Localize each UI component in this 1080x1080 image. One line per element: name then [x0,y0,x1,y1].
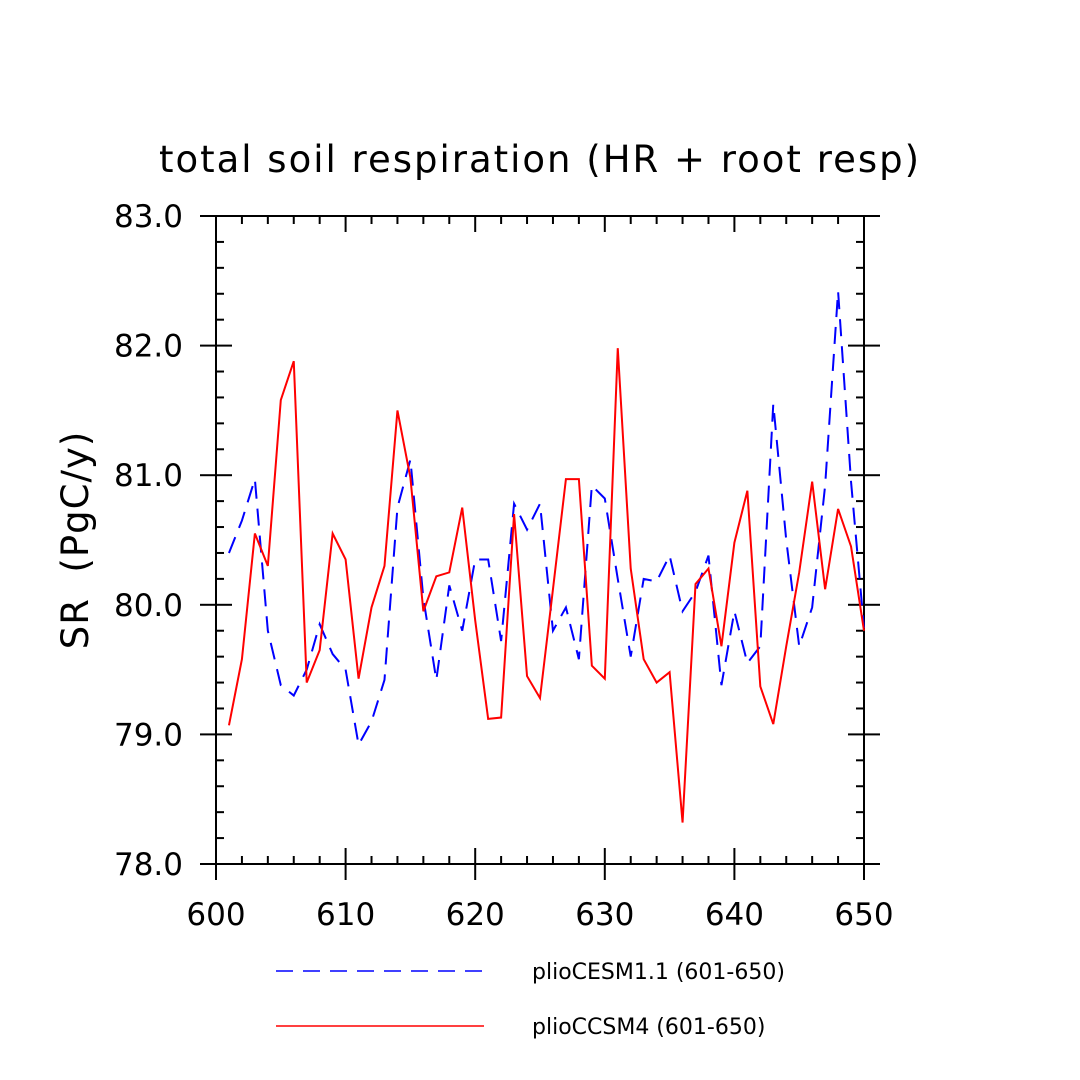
x-tick-label: 610 [316,897,375,933]
y-tick-label: 80.0 [114,588,183,624]
chart-title: total soil respiration (HR + root resp) [159,138,921,181]
y-tick-label: 81.0 [114,458,183,494]
y-tick-label: 79.0 [114,717,183,753]
series-line [227,348,865,823]
plot-frame [215,215,865,865]
x-tick-label: 650 [834,897,893,933]
legend-label: plioCESM1.1 (601-650) [532,960,785,985]
series-lines [227,291,865,823]
x-tick-label: 620 [446,897,505,933]
x-tick-label: 630 [575,897,634,933]
legend-label: plioCCSM4 (601-650) [532,1015,765,1040]
series-line [228,291,865,748]
legend: plioCESM1.1 (601-650) plioCCSM4 (601-650) [276,960,785,1040]
tick-labels: 600 610 620 630 640 650 78.0 79.0 80.0 81.0 82.0 83… [114,199,894,933]
x-tick-label: 640 [705,897,764,933]
y-tick-label: 78.0 [114,847,183,883]
x-tick-label: 600 [186,897,245,933]
y-tick-label: 83.0 [114,199,183,235]
axis-ticks [200,215,880,880]
y-tick-label: 82.0 [114,329,183,365]
y-axis-label: SR (PgC/y) [54,431,97,650]
